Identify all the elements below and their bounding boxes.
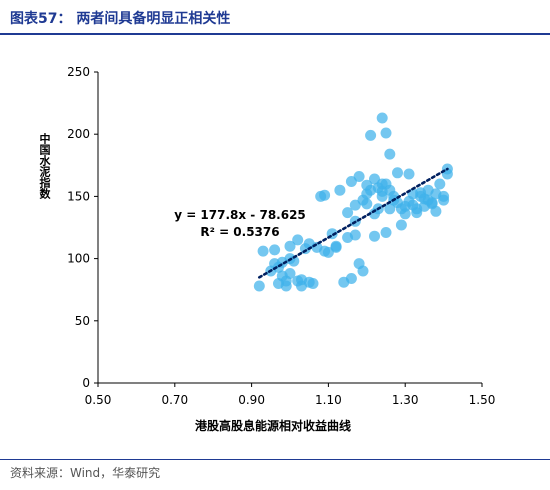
data-point — [361, 198, 373, 210]
tick-labels: 0 50 100 150 200 250 0.50 0.70 0.90 1.10 1.30 1.50 — [67, 65, 495, 407]
data-point — [365, 129, 377, 141]
annotations: y = 177.8x - 78.625 R² = 0.5376 — [174, 208, 306, 239]
data-point — [395, 219, 407, 231]
data-point — [345, 273, 357, 284]
data-point — [330, 241, 342, 253]
y-tick-label: 100 — [67, 252, 90, 266]
data-point — [392, 167, 403, 179]
data-point — [284, 268, 296, 279]
data-point — [376, 112, 388, 124]
data-point — [380, 127, 392, 139]
y-tick-label: 0 — [82, 376, 90, 390]
data-point — [284, 240, 296, 252]
x-axis-label: 港股高股息能源相对收益曲线 — [195, 418, 351, 433]
y-tick-label: 200 — [67, 127, 90, 141]
data-point — [380, 227, 392, 238]
x-tick-label: 1.50 — [469, 393, 496, 407]
data-point — [253, 280, 265, 292]
data-point — [292, 234, 304, 246]
data-point — [403, 168, 415, 180]
data-point — [357, 265, 369, 277]
y-tick-label: 50 — [75, 314, 90, 328]
axes — [94, 71, 483, 387]
y-tick-label: 150 — [67, 189, 90, 203]
x-tick-label: 0.90 — [238, 393, 265, 407]
y-axis-label: 中国水泥指数 — [38, 133, 51, 199]
title-bar: 图表57： 两者间具备明显正相关性 — [0, 0, 550, 35]
data-points — [253, 112, 453, 292]
data-point — [384, 148, 396, 160]
data-point — [342, 207, 354, 219]
data-point — [438, 190, 450, 202]
title-rule — [0, 33, 550, 35]
footer-rule — [0, 459, 550, 460]
data-point — [384, 203, 396, 215]
source-note: 资料来源：Wind，华泰研究 — [10, 466, 161, 480]
data-point — [257, 245, 269, 257]
data-point — [334, 184, 346, 196]
data-point — [349, 229, 361, 241]
data-point — [353, 171, 365, 182]
data-point — [319, 189, 331, 201]
data-point — [434, 178, 446, 190]
data-point — [430, 205, 442, 217]
y-tick-label: 250 — [67, 65, 90, 79]
trendline-group — [257, 167, 449, 279]
r-squared-label: R² = 0.5376 — [200, 225, 279, 239]
x-tick-label: 0.50 — [85, 393, 112, 407]
x-tick-label: 0.70 — [161, 393, 188, 407]
data-point — [269, 244, 281, 256]
equation-label: y = 177.8x - 78.625 — [174, 208, 306, 222]
data-point — [307, 278, 319, 289]
data-point — [369, 230, 380, 242]
trendline — [257, 167, 449, 279]
data-point — [411, 207, 423, 219]
x-tick-label: 1.10 — [315, 393, 342, 407]
page-title: 图表57： 两者间具备明显正相关性 — [10, 11, 231, 27]
x-tick-label: 1.30 — [392, 393, 419, 407]
